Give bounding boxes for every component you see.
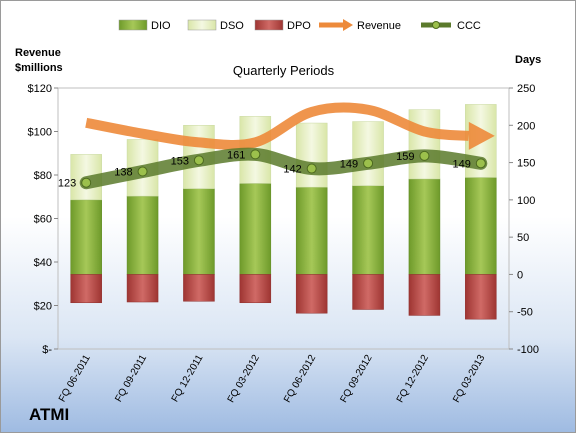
legend-label: CCC	[457, 20, 481, 32]
dpo-bar	[465, 274, 497, 320]
revenue-line	[85, 102, 470, 150]
category-label: FQ 06-2011	[57, 353, 93, 404]
category-label: FQ 03-2013	[451, 353, 487, 405]
legend-label: DIO	[151, 20, 171, 32]
category-label: FQ 03-2012	[226, 353, 262, 405]
ccc-data-label: 159	[396, 151, 414, 163]
revenue-arrowhead	[468, 121, 495, 150]
left-axis-tick-label: $80	[34, 170, 52, 182]
legend-label: DPO	[287, 20, 311, 32]
ccc-data-label: 142	[283, 164, 301, 176]
left-axis-tick-label: $40	[34, 257, 52, 269]
legend-marker-ccc	[432, 21, 440, 29]
right-axis-tick-label: 50	[517, 232, 529, 244]
dpo-bar	[70, 274, 102, 304]
right-axis-tick-label: 200	[517, 120, 535, 132]
right-axis-tick-label: -50	[517, 307, 533, 319]
ccc-point	[475, 158, 486, 169]
ccc-data-label: 149	[452, 158, 470, 170]
dio-bar	[126, 195, 159, 275]
ccc-point	[363, 158, 374, 169]
category-label: FQ 09-2012	[338, 353, 374, 405]
left-axis-tick-label: $60	[34, 214, 52, 226]
legend-arrow-revenue	[343, 19, 353, 31]
company-name: ATMI	[29, 405, 70, 424]
category-label: FQ 12-2011	[170, 353, 206, 404]
legend-swatch-dso	[187, 19, 217, 31]
left-axis-tick-label: $120	[28, 83, 52, 95]
left-axis-title-line1: Revenue	[15, 47, 61, 59]
dpo-bar	[183, 274, 215, 302]
chart-title: Quarterly Periods	[233, 63, 335, 78]
ccc-data-label: 123	[58, 178, 76, 190]
legend-swatch-dpo	[254, 19, 284, 31]
dio-bar	[408, 178, 441, 275]
dio-bar	[239, 183, 272, 275]
dio-bar	[465, 177, 497, 275]
left-axis-title-line2: $millions	[15, 62, 63, 74]
dio-bar	[70, 199, 102, 275]
dpo-bar	[295, 274, 328, 314]
right-axis-tick-label: -100	[517, 344, 539, 356]
ccc-point	[419, 150, 430, 161]
dio-bar	[295, 186, 328, 275]
legend-swatch-dio	[118, 19, 148, 31]
dpo-bar	[408, 274, 441, 316]
dio-bar	[352, 185, 384, 275]
right-axis-tick-label: 0	[517, 269, 523, 281]
right-axis-tick-label: 100	[517, 195, 535, 207]
category-label: FQ 06-2012	[282, 353, 318, 405]
category-label: FQ 12-2012	[395, 353, 431, 405]
ccc-point	[193, 155, 204, 166]
dso-bar	[352, 121, 384, 186]
dso-bar	[295, 122, 328, 188]
ccc-data-label: 138	[114, 167, 132, 179]
ccc-point	[250, 149, 261, 160]
ccc-point	[81, 177, 92, 188]
dio-bar	[183, 188, 215, 275]
right-axis-tick-label: 150	[517, 158, 535, 170]
left-axis-tick-label: $100	[28, 127, 52, 139]
ccc-point	[137, 166, 148, 177]
left-axis-tick-label: $20	[34, 301, 52, 313]
ccc-data-label: 161	[227, 149, 245, 161]
dpo-bar	[126, 274, 159, 303]
ccc-data-label: 149	[340, 158, 358, 170]
legend-label: Revenue	[357, 20, 401, 32]
dpo-bar	[352, 274, 384, 310]
dso-bar	[408, 109, 441, 180]
right-axis-title: Days	[515, 54, 541, 66]
ccc-data-label: 153	[171, 155, 189, 167]
category-label: FQ 09-2011	[113, 353, 149, 404]
right-axis-tick-label: 250	[517, 83, 535, 95]
ccc-point	[306, 163, 317, 174]
legend-label: DSO	[220, 20, 244, 32]
dpo-bar	[239, 274, 272, 304]
left-axis-tick-label: $-	[42, 344, 52, 356]
